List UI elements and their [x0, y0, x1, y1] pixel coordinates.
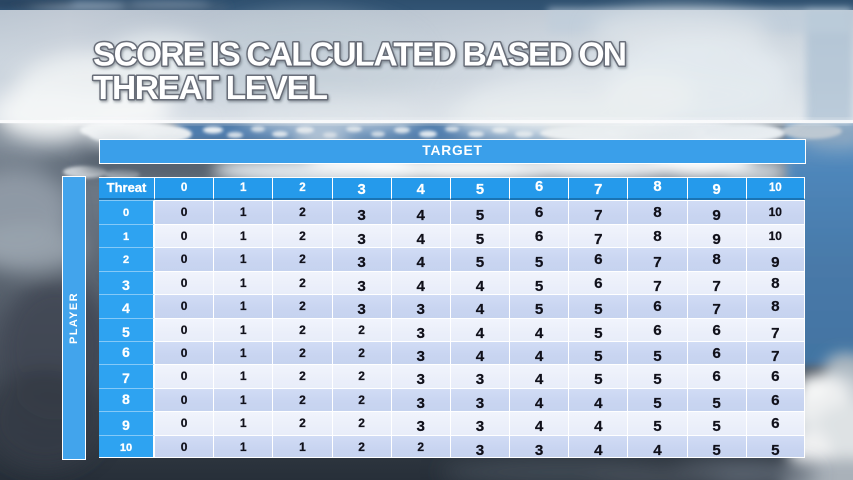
- svg-text:SCORE IS CALCULATED BASED ON: SCORE IS CALCULATED BASED ON: [93, 37, 627, 74]
- svg-text:THREAT LEVEL: THREAT LEVEL: [93, 70, 328, 107]
